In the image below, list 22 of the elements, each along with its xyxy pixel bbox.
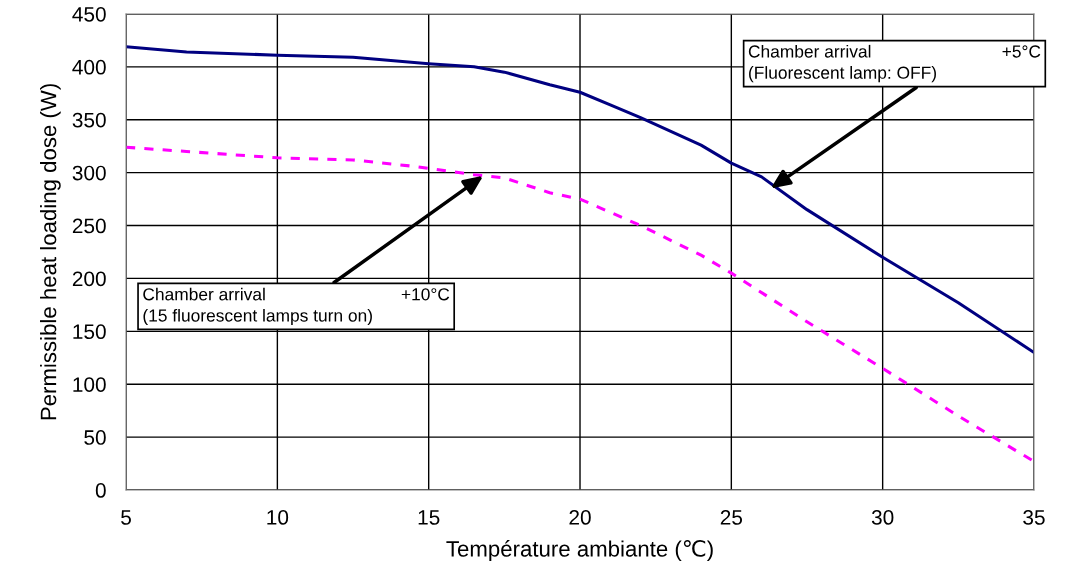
x-tick-label: 5 [121,510,131,525]
annotation: Chamber arrival +10°C (15 fluorescent lamps turn on) [143,287,450,326]
line-series [126,145,1034,463]
y-tick-label: 200 [72,271,106,287]
y-tick-label: 300 [72,165,106,181]
y-axis-title: Permissible heat loading dose (W) [40,84,61,420]
y-tick-label: 400 [72,59,106,75]
x-tick-label: 25 [720,510,743,525]
x-axis-title: Température ambiante (℃) [446,539,713,562]
x-tick-label: 20 [569,510,591,525]
x-tick-label: 15 [418,510,440,525]
x-tick-label: 10 [267,510,289,525]
y-tick-label: 250 [72,218,106,234]
y-tick-label: 450 [72,6,106,22]
y-tick-label: 150 [73,324,106,340]
x-tick-label: 35 [1023,510,1045,525]
x-tick-label: 30 [871,510,894,525]
y-tick-label: 350 [72,112,106,128]
annotation: Chamber arrival +5°C (Fluorescent lamp: OFF) [748,44,1041,83]
y-tick-label: 50 [84,430,106,445]
y-tick-label: 0 [95,483,106,498]
y-tick-label: 100 [73,377,106,392]
